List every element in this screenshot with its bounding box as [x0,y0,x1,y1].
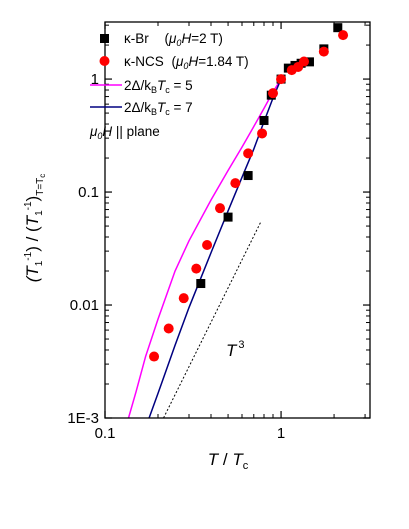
legend-name-kbr: κ-Br [124,31,149,46]
y-tick-label-3: 1 [91,71,99,88]
data-point-kbr-9 [304,57,314,67]
x-tick-label-0: 0.1 [95,425,116,442]
tick-layer: 0.1 1 1E-3 0.01 0.1 1 [67,22,370,442]
series-line-2 [127,78,282,418]
data-point-kncs-13 [299,56,310,67]
y-tick-label-1: 0.01 [70,297,99,314]
x-axis-label: T / Tc [208,450,249,472]
y-tick-label-2: 0.1 [78,184,99,201]
data-point-kncs-0 [149,351,160,362]
legend-label-fit7: 2Δ/kBTc = 7 [124,100,193,117]
data-point-kbr-3 [259,115,269,125]
data-point-kncs-9 [268,88,279,99]
y-tick-label-0: 1E-3 [67,410,99,427]
data-point-kncs-1 [163,323,174,334]
data-point-kncs-7 [243,148,254,159]
data-point-kbr-0 [196,279,206,289]
legend-label-fit5: 2Δ/kBTc = 5 [124,78,193,95]
legend-name-kncs: κ-NCS [124,54,164,69]
series-line-4 [163,221,262,418]
legend-marker-kbr [100,34,109,43]
data-point-kncs-2 [178,293,189,304]
data-point-kncs-3 [191,263,202,274]
data-point-kncs-4 [202,239,213,250]
legend-label-kncs: κ-NCS (μ0H=1.84 T) [124,54,249,71]
x-tick-label-1: 1 [277,425,285,442]
legend-field-kbr: (μ0H=2 T) [165,31,223,48]
plot-frame [104,21,371,419]
data-point-kncs-5 [215,203,226,214]
data-point-kncs-15 [338,30,349,41]
legend-label-kbr: κ-Br (μ0H=2 T) [124,31,223,48]
data-point-kncs-8 [257,128,268,139]
legend-field-kncs: (μ0H=1.84 T) [172,54,249,71]
data-point-kbr-11 [333,23,343,33]
data-point-kbr-2 [243,171,253,181]
series-line-3 [148,78,282,418]
data-point-kncs-6 [230,178,241,189]
data-point-kbr-1 [223,212,233,222]
legend: κ-Br (μ0H=2 T) κ-NCS (μ0H=1.84 T) 2Δ/kBT… [89,31,249,141]
legend-marker-kncs [99,56,110,66]
y-axis-label: (T1-1) / (T1-1)T=Tc [23,174,47,283]
series-layer [127,23,349,418]
data-point-kncs-14 [318,46,329,57]
legend-field-note: μ0H || plane [89,124,160,141]
axes-frame [104,21,371,419]
data-point-kncs-10 [276,74,287,85]
